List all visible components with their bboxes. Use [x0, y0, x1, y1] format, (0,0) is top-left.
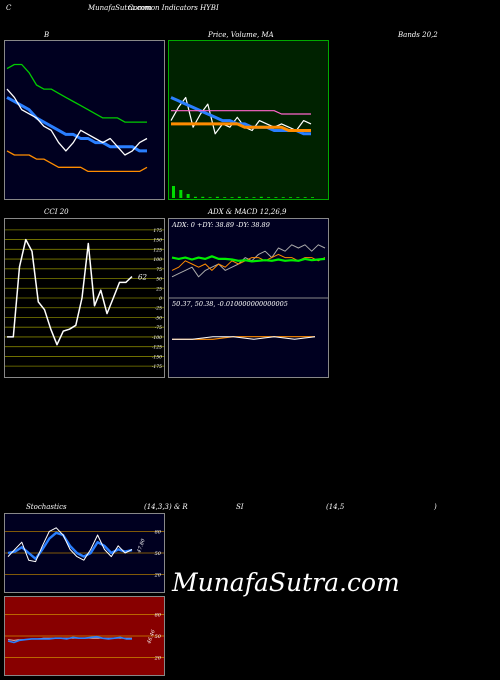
cci-tick-label: 0 [159, 296, 162, 302]
price-volume-chart [168, 40, 329, 200]
volume-bar [274, 197, 278, 198]
header-site: MunafaSutra.com [88, 4, 152, 12]
volume-bar [201, 196, 205, 198]
volume-bar [252, 197, 256, 198]
rsi-series-line [7, 635, 132, 644]
macd-series-line [172, 336, 316, 340]
stoch-series-line [7, 531, 133, 560]
panel-background [4, 40, 165, 200]
cci-chart: 175 150 125 100 75 50 25 0 -25 -50 -75 -100 -125 -150… [4, 218, 165, 378]
title-rsi: SI [236, 503, 244, 511]
stoch-level-label: 50 [155, 551, 162, 557]
cci-tick-label: -125 [152, 345, 162, 351]
adx-macd-chart: ADX: 0 +DY: 38.89 -DY: 38.89 50.37, 50.38… [168, 218, 329, 378]
stoch-series-line [7, 527, 133, 563]
volume-bar [193, 196, 197, 198]
title-stoch: Stochastics [26, 503, 67, 511]
watermark: MunafaSutra.com [172, 568, 400, 597]
header-left: C [6, 4, 12, 12]
volume-bar [311, 197, 314, 198]
volume-bar [259, 196, 263, 198]
bollinger-chart [4, 40, 165, 200]
volume-bar [289, 197, 293, 198]
title-price: Price, Volume, MA [208, 31, 274, 39]
rsi-level-label: 50 [155, 634, 162, 640]
panel-background [168, 40, 329, 200]
cci-tick-label: 175 [153, 228, 162, 234]
price-series-line [171, 110, 311, 115]
volume-bar [267, 197, 271, 198]
title-adx: ADX & MACD 12,26,9 [208, 208, 287, 216]
rsi-level-label: 80 [155, 612, 162, 618]
volume-bar [237, 196, 241, 198]
volume-bar [208, 197, 212, 198]
volume-bar [223, 197, 227, 198]
cci-last-label: 62 [138, 274, 147, 282]
stochastics-chart: 80 50 20 47.80 [4, 513, 165, 593]
title-rsi-close: ) [434, 503, 437, 511]
cci-tick-label: 150 [153, 238, 162, 244]
adx-series-line [171, 255, 326, 263]
stoch-last-label: 47.80 [136, 537, 147, 554]
cci-tick-label: 75 [156, 267, 162, 273]
bollinger-series-line [6, 88, 148, 156]
volume-bar [215, 196, 219, 198]
volume-bar [296, 197, 300, 198]
cci-tick-label: -50 [155, 315, 162, 321]
title-b: B [44, 31, 50, 39]
cci-tick-label: 25 [155, 286, 162, 292]
price-series-line [171, 122, 311, 132]
rsi-last-label: 46.46 [146, 628, 157, 645]
volume-bar [245, 197, 249, 198]
volume-bar [172, 186, 175, 198]
volume-bar [179, 190, 183, 198]
stoch-level-label: 20 [154, 573, 162, 579]
volume-bar [230, 197, 234, 198]
cci-tick-label: 100 [153, 257, 162, 263]
cci-tick-label: -100 [152, 335, 162, 341]
cci-tick-label: -175 [152, 364, 162, 370]
rsi-chart: 80 50 20 46.46 [4, 596, 165, 676]
title-rsi-params: (14,5 [326, 503, 345, 511]
title-bands: Bands 20,2 [398, 31, 438, 39]
macd-label: 50.37, 50.38, -0.010000000000005 [172, 300, 288, 308]
stoch-level-label: 80 [155, 529, 162, 535]
cci-tick-label: -25 [155, 306, 162, 312]
cci-series-line [7, 238, 133, 346]
cci-tick-label: -75 [155, 325, 162, 331]
rsi-level-label: 20 [154, 656, 162, 662]
title-stoch-params: (14,3,3) & R [144, 503, 188, 511]
bollinger-series-line [6, 150, 148, 173]
volume-bar [303, 197, 307, 198]
header-sub: Common Indicators HYBI [128, 4, 219, 12]
volume-bar [186, 194, 190, 198]
cci-tick-label: 50 [156, 277, 162, 283]
bollinger-series-line [6, 63, 147, 123]
volume-bar [281, 197, 285, 198]
adx-label: ADX: 0 +DY: 38.89 -DY: 38.89 [171, 221, 270, 229]
cci-tick-label: 125 [153, 247, 162, 253]
title-cci: CCI 20 [44, 208, 69, 216]
cci-tick-label: -150 [152, 354, 162, 360]
